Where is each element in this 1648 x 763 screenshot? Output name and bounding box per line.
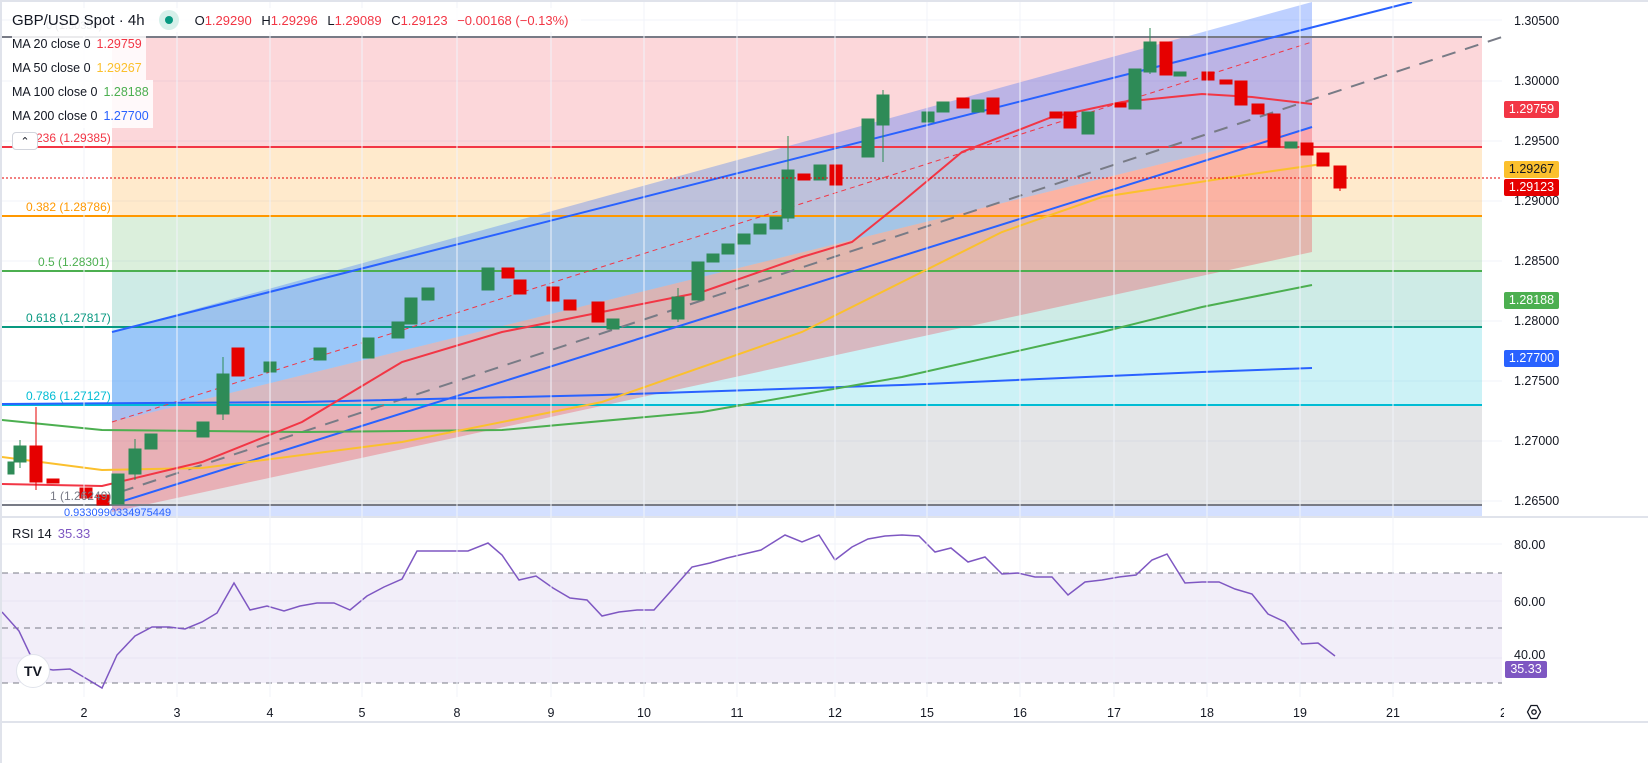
close-value: 1.29123 — [400, 12, 448, 28]
rsi-tick: 80.00 — [1514, 538, 1546, 552]
high-value: 1.29296 — [270, 12, 318, 28]
ma20-label: MA 20 close 0 — [12, 37, 91, 51]
time-tick: 18 — [1200, 706, 1214, 720]
ma100-price-tag: 1.28188 — [1504, 292, 1559, 309]
ma20-price-tag: 1.29759 — [1504, 101, 1559, 118]
channel-lower-line — [119, 126, 1313, 503]
ohlc-values: O1.29290 H1.29296 L1.29089 C1.29123 −0.0… — [195, 13, 575, 28]
time-tick: 19 — [1293, 706, 1307, 720]
time-tick: 3 — [173, 706, 181, 720]
ma20-line — [2, 92, 1313, 488]
chart-legend: GBP/USD Spot · 4h O1.29290 H1.29296 L1.2… — [12, 8, 581, 150]
channel-dashed-upper — [111, 41, 1313, 423]
fib-zones — [112, 37, 1482, 517]
collapse-legend-button[interactable]: ⌃ — [12, 132, 38, 150]
fib-label-0786: 0.786 (1.27127) — [26, 389, 111, 403]
low-label: L — [327, 12, 335, 28]
rsi-pane — [2, 534, 1502, 690]
price-tick: 1.29000 — [1514, 194, 1560, 208]
ma50-value: 1.29267 — [96, 61, 142, 75]
logo-text: TV — [24, 663, 42, 679]
ma200-price-tag: 1.27700 — [1504, 350, 1559, 367]
ma100-label: MA 100 close 0 — [12, 85, 98, 99]
tradingview-logo[interactable]: TV — [16, 654, 50, 688]
open-label: O — [194, 12, 205, 28]
time-tick: 2 — [1500, 706, 1504, 720]
fib-label-0618: 0.618 (1.27817) — [26, 311, 111, 325]
price-grid — [2, 19, 1502, 502]
ma100-value: 1.28188 — [103, 85, 149, 99]
channel-lower-fill — [112, 127, 1312, 512]
high-label: H — [261, 12, 271, 28]
chevron-up-icon: ⌃ — [20, 135, 30, 148]
channel-upper-line — [111, 2, 1413, 333]
time-tick: 11 — [730, 706, 744, 720]
change-value: −0.00168 (−0.13%) — [457, 12, 569, 28]
indicator-ma100[interactable]: MA 100 close 0 1.28188 — [12, 80, 153, 104]
ma200-label: MA 200 close 0 — [12, 109, 98, 123]
rsi-value: 35.33 — [57, 526, 91, 541]
fib-label-extra: 0.9330990334975449 — [64, 507, 172, 516]
fib-label-1: 1 (1.26249) — [50, 489, 112, 503]
fib-label-0382: 0.382 (1.28786) — [26, 200, 111, 214]
ma200-line — [2, 367, 1313, 405]
ma100-line — [2, 284, 1313, 434]
channel-mid-line — [119, 36, 1503, 493]
candles — [7, 28, 1347, 506]
fib-label-05: 0.5 (1.28301) — [38, 255, 110, 269]
time-tick: 12 — [828, 706, 842, 720]
ma50-label: MA 50 close 0 — [12, 61, 91, 75]
price-tick: 1.27500 — [1514, 374, 1560, 388]
indicator-ma20[interactable]: MA 20 close 0 1.29759 — [12, 32, 146, 56]
time-tick: 15 — [920, 706, 934, 720]
time-tick: 2 — [80, 706, 88, 720]
price-tick: 1.27000 — [1514, 434, 1560, 448]
rsi-label: RSI 14 — [12, 526, 52, 541]
last-price-tag: 1.29123 — [1504, 179, 1559, 196]
indicator-ma200[interactable]: MA 200 close 0 1.27700 — [12, 104, 153, 128]
time-tick: 10 — [637, 706, 651, 720]
open-value: 1.29290 — [204, 12, 252, 28]
price-tick: 1.29500 — [1514, 134, 1560, 148]
rsi-tick: 40.00 — [1514, 648, 1546, 662]
time-tick: 17 — [1107, 706, 1121, 720]
ma20-value: 1.29759 — [96, 37, 142, 51]
fib-label-0236: 0.236 (1.29385) — [26, 131, 111, 145]
chart-settings-button[interactable] — [1524, 702, 1544, 722]
price-tick: 1.30000 — [1514, 74, 1560, 88]
indicator-ma50[interactable]: MA 50 close 0 1.29267 — [12, 56, 146, 80]
ma50-price-tag: 1.29267 — [1504, 161, 1559, 178]
symbol-title[interactable]: GBP/USD Spot · 4h — [12, 11, 145, 29]
rsi-legend[interactable]: RSI 14 35.33 — [12, 526, 90, 541]
price-tick: 1.30500 — [1514, 14, 1560, 28]
time-tick: 4 — [266, 706, 274, 720]
time-tick: 8 — [453, 706, 461, 720]
time-tick: 16 — [1013, 706, 1027, 720]
time-tick: 21 — [1386, 706, 1400, 720]
rsi-value-tag: 35.33 — [1505, 661, 1547, 678]
market-status-icon — [158, 10, 179, 30]
rsi-tick: 60.00 — [1514, 595, 1546, 609]
time-tick: 5 — [358, 706, 366, 720]
ma50-line — [2, 163, 1323, 472]
fib-lines — [2, 36, 1482, 506]
time-tick: 9 — [547, 706, 555, 720]
close-label: C — [391, 12, 401, 28]
price-tick: 1.28000 — [1514, 314, 1560, 328]
price-tick: 1.26500 — [1514, 494, 1560, 508]
gear-icon — [1526, 704, 1542, 720]
rsi-line — [2, 534, 1336, 690]
price-tick: 1.28500 — [1514, 254, 1560, 268]
ma200-value: 1.27700 — [103, 109, 149, 123]
low-value: 1.29089 — [334, 12, 382, 28]
